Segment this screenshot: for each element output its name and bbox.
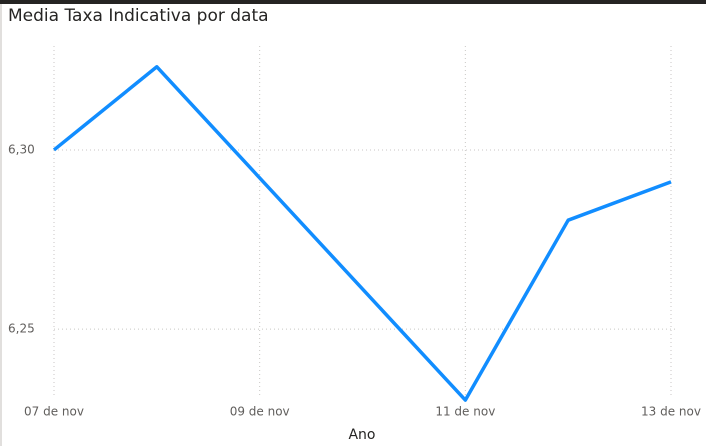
x-tick-label: 07 de nov xyxy=(24,405,84,419)
x-axis-title: Ano xyxy=(348,427,375,443)
x-tick-label: 13 de nov xyxy=(641,405,701,419)
x-tick-label: 09 de nov xyxy=(230,405,290,419)
chart-title: Media Taxa Indicativa por data xyxy=(8,6,269,26)
x-tick-label: 11 de nov xyxy=(435,405,495,419)
line-series xyxy=(52,65,672,402)
y-tick-label: 6,25 xyxy=(8,322,35,336)
top-bar xyxy=(0,0,706,4)
y-tick-label: 6,30 xyxy=(8,142,35,156)
left-border xyxy=(0,4,2,446)
